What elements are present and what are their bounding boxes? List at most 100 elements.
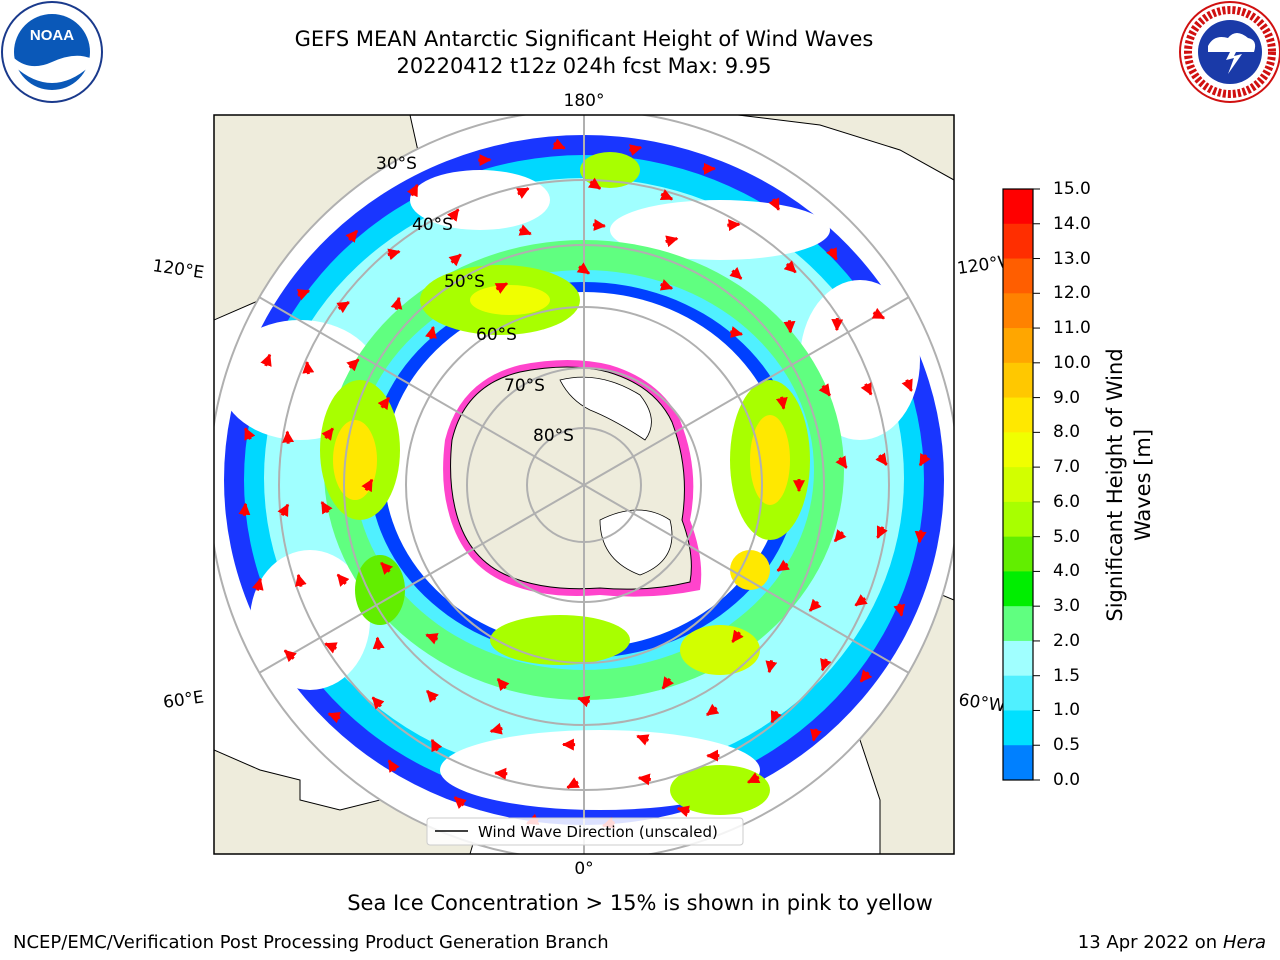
wave-direction-arrow [901,378,913,392]
wave-direction-arrow [776,559,790,572]
wave-direction-arrow [747,772,761,784]
wave-direction-arrow [283,649,297,663]
wave-direction-arrow [406,183,419,198]
wave-direction-arrow [324,642,338,654]
colorbar-tick-label: 1.5 [1053,665,1081,686]
wave-direction-arrow [661,676,674,690]
wave-direction-arrow [629,144,643,156]
wave-direction-arrow [729,266,743,280]
wave-direction-arrow [820,658,832,672]
wave-direction-arrow [387,759,400,773]
wave-direction-arrow [783,260,797,274]
wave-direction-arrow [854,594,868,607]
wave-direction-arrow [783,320,796,334]
lon-label-120e: 120°E [151,256,205,283]
issue-date-text: 13 Apr 2022 on [1077,932,1223,953]
colorbar-tick-label: 8.0 [1053,422,1081,443]
wave-direction-arrow [251,577,264,591]
colorbar-segment [1003,328,1033,364]
wave-direction-arrow [371,696,385,710]
colorbar-segment [1003,501,1033,538]
wave-direction-arrow [387,248,401,261]
colorbar-frame [1002,188,1034,781]
wave-direction-arrow [494,767,508,780]
colorbar-tick-label: 15.0 [1053,179,1091,199]
machine-name: Hera [1222,932,1266,953]
wind-wave-arrows [238,138,931,829]
lon-label-180: 180° [564,91,605,111]
wave-direction-arrow [346,358,360,372]
colorbar-segment [1003,189,1033,225]
noaa-logo-text: NOAA [30,27,74,44]
wave-direction-arrow [566,777,580,789]
wave-direction-arrow [425,689,439,703]
colorbar-tick-label: 13.0 [1053,248,1091,269]
wave-direction-arrow [320,501,333,515]
wave-direction-arrow [321,427,334,441]
wave-direction-arrow [592,218,606,231]
colorbar-segment [1003,536,1033,572]
colorbar-segment [1003,710,1033,746]
colorbar-tick-label: 0.5 [1053,735,1081,756]
lat-label-80s: 80°S [533,426,574,446]
wave-direction-arrow [336,301,350,314]
colorbar-tick-label: 3.0 [1053,596,1081,617]
colorbar-segment [1003,606,1033,642]
wave-direction-arrow [295,573,307,587]
wave-direction-arrow [727,219,741,232]
wave-direction-arrow [448,253,462,267]
wave-direction-arrow [587,177,602,190]
wave-direction-arrow [282,430,295,444]
colorbar-tick-label: 0.0 [1053,770,1081,790]
wave-direction-arrow [810,728,822,742]
legend-label: Wind Wave Direction (unscaled) [478,823,718,841]
sea-ice-note: Sea Ice Concentration > 15% is shown in … [347,891,933,915]
wave-direction-arrow [380,561,393,575]
wave-direction-arrow [826,247,838,261]
wave-direction-arrow [859,669,873,683]
nws-logo [1179,1,1280,103]
wave-direction-arrow [659,189,674,201]
map-legend: Wind Wave Direction (unscaled) [426,817,744,846]
wave-direction-arrow [577,695,591,708]
wave-direction-arrow [765,660,778,674]
wave-direction-arrow [552,138,566,150]
wave-direction-arrow [446,208,460,222]
lon-label-0: 0° [574,859,593,879]
colorbar-tick-label: 9.0 [1053,387,1081,408]
graticule [214,115,954,854]
colorbar-segment [1003,432,1033,468]
wave-direction-arrow [494,282,509,294]
wave-direction-arrow [871,307,886,320]
colorbar-tick-label: 11.0 [1053,318,1091,339]
wave-direction-arrow [835,455,848,469]
lat-label-70s: 70°S [504,376,545,396]
wave-direction-arrow [676,805,690,818]
colorbar-segment [1003,745,1033,781]
colorbar-tick-label: 6.0 [1053,491,1081,512]
wave-direction-arrow [430,738,443,753]
colorbar-segment [1003,675,1033,711]
wave-direction-arrow [377,396,391,411]
wave-direction-arrow [860,382,873,396]
wave-direction-arrow [516,187,530,199]
wave-direction-arrow [453,796,467,809]
wave-direction-arrow [345,229,359,243]
map-frame [213,114,955,855]
wave-direction-arrow [238,502,251,516]
colorbar-tick-label: 7.0 [1053,457,1081,478]
wave-direction-arrow [770,709,782,724]
colorbar-title: Significant Height of Wind Waves [m] [1103,348,1155,621]
colorbar-segment [1003,467,1033,503]
wave-direction-arrow [636,734,650,746]
wave-direction-arrow [260,353,272,367]
wave-direction-arrow [893,603,906,617]
wave-direction-arrow [277,503,290,518]
wave-direction-arrow [768,197,781,211]
wave-direction-arrow [914,530,927,544]
wave-direction-arrow [361,478,374,493]
wave-direction-arrow [729,326,744,338]
colorbar-tick-label: 10.0 [1053,352,1091,373]
wave-direction-arrow [659,279,674,291]
